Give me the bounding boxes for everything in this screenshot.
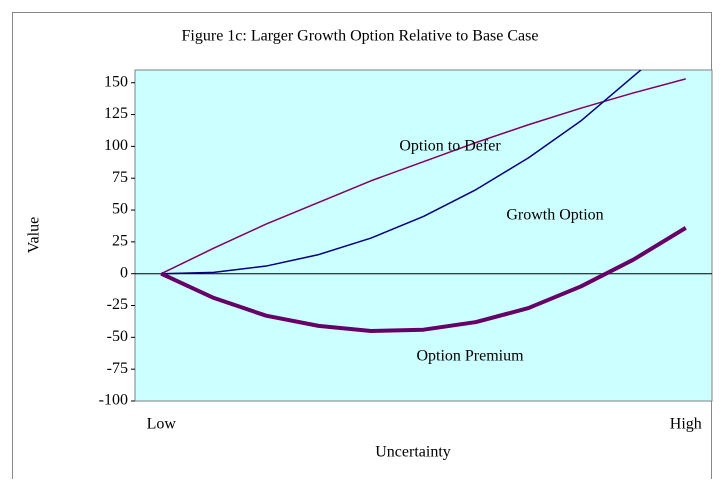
plot-area	[134, 69, 713, 402]
y-tick-label: 125	[104, 105, 128, 122]
y-tick-label: -50	[107, 328, 128, 345]
x-tick-label: High	[670, 416, 702, 433]
x-tick-label: Low	[147, 416, 177, 433]
y-tick-label: 100	[104, 137, 128, 154]
series-label: Growth Option	[506, 207, 603, 224]
y-tick-label: 75	[112, 169, 128, 186]
y-tick-label: 50	[112, 201, 128, 218]
x-axis-label: Uncertainty	[375, 444, 451, 461]
series-line	[160, 78, 686, 275]
y-axis-label: Value	[26, 217, 43, 253]
plot-lines	[160, 70, 687, 333]
y-tick-label: 0	[120, 264, 128, 281]
chart-title: Figure 1c: Larger Growth Option Relative…	[182, 28, 539, 45]
y-tick-label: -75	[107, 360, 128, 377]
series-line	[161, 70, 642, 275]
series-line	[160, 226, 687, 333]
y-tick-label: 25	[112, 233, 128, 250]
series-label: Option to Defer	[399, 138, 501, 155]
y-tick-label: 150	[104, 73, 128, 90]
series-label: Option Premium	[416, 348, 524, 365]
y-tick-label: -25	[107, 296, 128, 313]
y-tick-label: -100	[99, 392, 128, 409]
